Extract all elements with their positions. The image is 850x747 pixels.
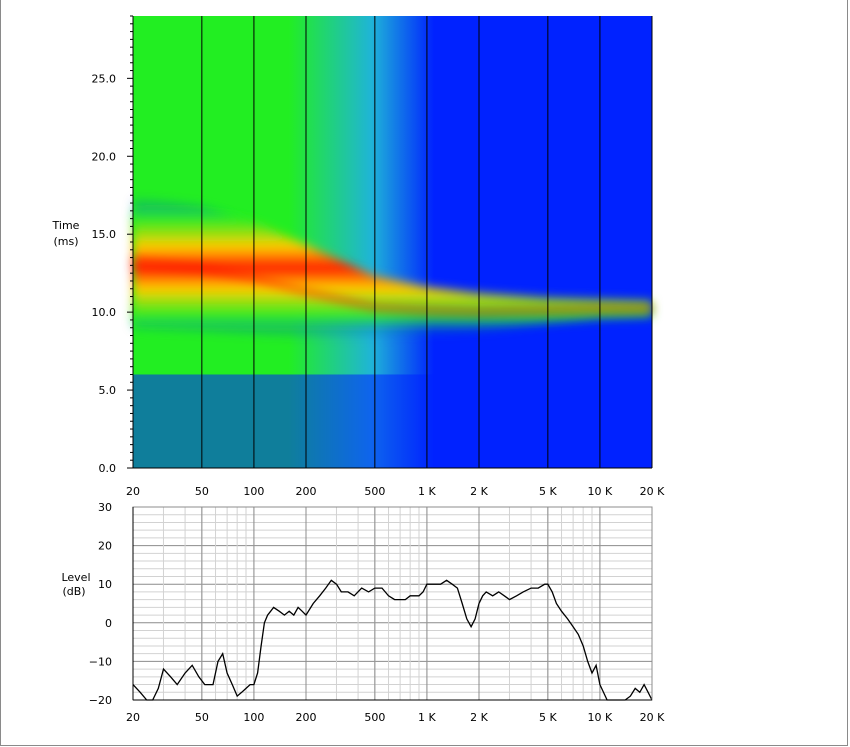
- heatmap-floor: [133, 374, 652, 468]
- x-tick-label: 1 K: [418, 711, 436, 724]
- y-tick-label: 0: [105, 617, 112, 630]
- y-tick-label: 15.0: [92, 228, 117, 241]
- y-axis-label-line2: (dB): [62, 585, 85, 598]
- y-tick-label: 10: [98, 578, 112, 591]
- x-tick-label: 500: [364, 711, 385, 724]
- energy-ridge-core: [132, 260, 652, 314]
- x-tick-label: 50: [195, 485, 209, 498]
- y-tick-label: 25.0: [92, 72, 117, 85]
- y-tick-label: 20.0: [92, 150, 117, 163]
- x-tick-label: 10 K: [588, 485, 613, 498]
- x-tick-label: 10 K: [588, 711, 613, 724]
- y-tick-label: 20: [98, 540, 112, 553]
- x-tick-label: 200: [296, 711, 317, 724]
- x-tick-label: 20: [126, 711, 140, 724]
- x-tick-label: 5 K: [539, 485, 557, 498]
- y-tick-label: −10: [89, 655, 112, 668]
- y-tick-label: 30: [98, 501, 112, 514]
- y-axis-label-line1: Time: [52, 219, 80, 232]
- x-tick-label: 1 K: [418, 485, 436, 498]
- y-tick-label: 5.0: [99, 384, 117, 397]
- y-axis-label-line1: Level: [61, 571, 90, 584]
- x-tick-label: 2 K: [470, 711, 488, 724]
- response-series-line: [132, 579, 653, 701]
- x-tick-label: 50: [195, 711, 209, 724]
- x-tick-label: 100: [243, 485, 264, 498]
- plot-frame: [132, 506, 653, 701]
- y-axis-label-line2: (ms): [53, 235, 78, 248]
- x-tick-label: 100: [243, 711, 264, 724]
- x-tick-label: 5 K: [539, 711, 557, 724]
- y-tick-label: 0.0: [99, 462, 117, 475]
- x-tick-label: 20 K: [640, 711, 665, 724]
- x-tick-label: 20: [126, 485, 140, 498]
- x-tick-label: 20 K: [640, 485, 665, 498]
- x-tick-label: 500: [364, 485, 385, 498]
- waterfall-spectrogram-chart: 20 50 100 200 500 1 K 2 K 5 K 10 K 20 K 0.0 5.0 10.0…: [52, 15, 665, 498]
- energy-ridge: [133, 196, 652, 339]
- x-tick-label: 200: [296, 485, 317, 498]
- y-tick-label: −20: [89, 694, 112, 707]
- x-tick-label: 2 K: [470, 485, 488, 498]
- y-tick-label: 10.0: [92, 306, 117, 319]
